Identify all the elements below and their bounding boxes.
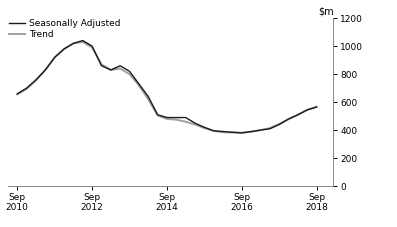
Trend	[137, 84, 141, 87]
Trend	[295, 113, 300, 116]
Seasonally Adjusted	[24, 87, 29, 89]
Trend	[81, 41, 85, 43]
Trend	[305, 109, 310, 111]
Trend	[108, 69, 113, 71]
Trend	[183, 120, 188, 123]
Trend	[155, 114, 160, 117]
Seasonally Adjusted	[165, 116, 170, 119]
Seasonally Adjusted	[230, 131, 235, 134]
Trend	[239, 131, 244, 134]
Seasonally Adjusted	[127, 70, 132, 73]
Trend	[34, 79, 39, 82]
Trend	[99, 63, 104, 66]
Seasonally Adjusted	[62, 48, 66, 50]
Seasonally Adjusted	[174, 116, 179, 119]
Trend	[62, 48, 66, 50]
Seasonally Adjusted	[155, 113, 160, 116]
Legend: Seasonally Adjusted, Trend: Seasonally Adjusted, Trend	[9, 19, 120, 39]
Seasonally Adjusted	[81, 39, 85, 42]
Trend	[71, 42, 76, 45]
Seasonally Adjusted	[211, 129, 216, 132]
Trend	[314, 105, 319, 108]
Seasonally Adjusted	[52, 56, 57, 59]
Trend	[277, 123, 281, 125]
Seasonally Adjusted	[305, 109, 310, 111]
Seasonally Adjusted	[34, 78, 39, 81]
Seasonally Adjusted	[268, 127, 272, 130]
Trend	[127, 73, 132, 76]
Trend	[286, 118, 291, 121]
Trend	[24, 87, 29, 90]
Seasonally Adjusted	[258, 129, 263, 131]
Trend	[202, 127, 207, 129]
Seasonally Adjusted	[183, 116, 188, 119]
Seasonally Adjusted	[221, 130, 225, 133]
Seasonally Adjusted	[286, 118, 291, 120]
Trend	[118, 67, 123, 70]
Trend	[193, 123, 197, 126]
Seasonally Adjusted	[202, 126, 207, 129]
Trend	[90, 46, 94, 49]
Trend	[249, 131, 254, 133]
Seasonally Adjusted	[15, 92, 20, 95]
Trend	[52, 56, 57, 59]
Trend	[15, 93, 20, 96]
Seasonally Adjusted	[90, 45, 94, 47]
Seasonally Adjusted	[108, 69, 113, 71]
Trend	[174, 118, 179, 121]
Seasonally Adjusted	[71, 42, 76, 45]
Seasonally Adjusted	[43, 69, 48, 71]
Text: $m: $m	[318, 7, 333, 17]
Trend	[146, 98, 150, 101]
Seasonally Adjusted	[146, 95, 150, 98]
Trend	[43, 69, 48, 71]
Trend	[230, 131, 235, 134]
Seasonally Adjusted	[239, 132, 244, 134]
Line: Trend: Trend	[17, 42, 317, 133]
Trend	[211, 129, 216, 132]
Seasonally Adjusted	[137, 83, 141, 85]
Seasonally Adjusted	[99, 64, 104, 67]
Seasonally Adjusted	[277, 123, 281, 126]
Trend	[258, 129, 263, 131]
Seasonally Adjusted	[118, 64, 123, 67]
Seasonally Adjusted	[295, 113, 300, 116]
Trend	[165, 118, 170, 120]
Trend	[221, 131, 225, 134]
Seasonally Adjusted	[193, 122, 197, 124]
Line: Seasonally Adjusted: Seasonally Adjusted	[17, 41, 317, 133]
Trend	[268, 127, 272, 129]
Seasonally Adjusted	[314, 106, 319, 109]
Seasonally Adjusted	[249, 130, 254, 133]
